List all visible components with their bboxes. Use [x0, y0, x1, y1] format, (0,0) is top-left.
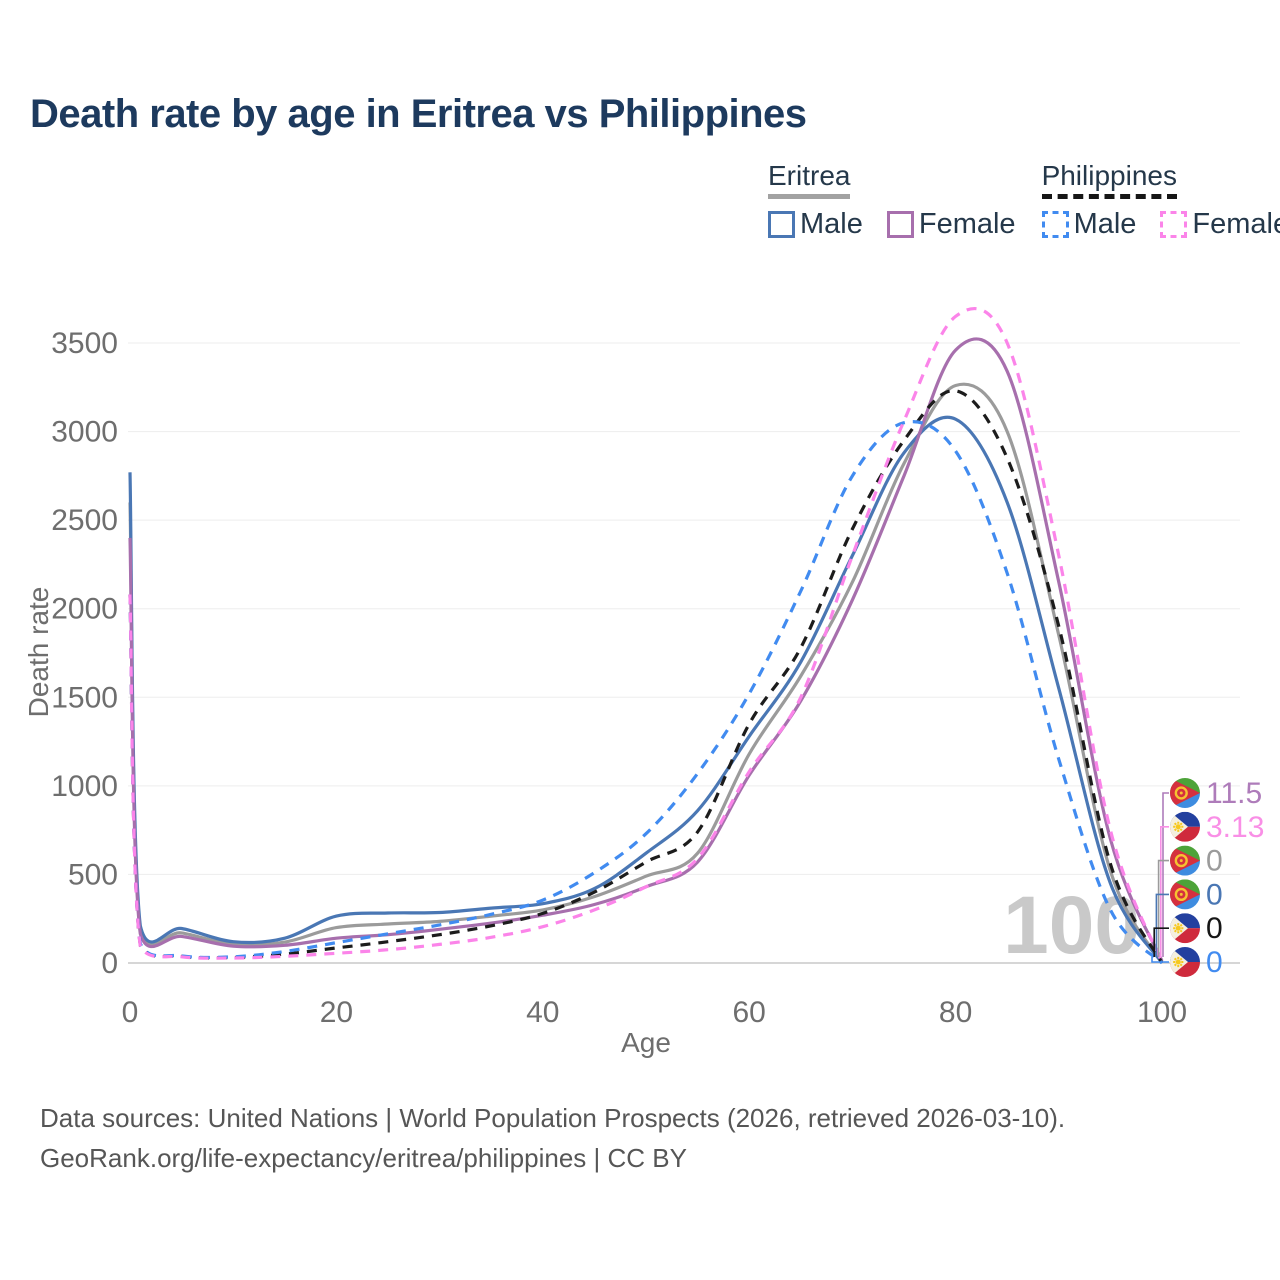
x-tick-label: 60 [733, 996, 766, 1029]
end-label-connector [1162, 792, 1169, 957]
series-line-eritrea-female[interactable] [128, 337, 1164, 962]
attribution-line: GeoRank.org/life-expectancy/eritrea/phil… [40, 1143, 687, 1173]
eritrea-flag-icon [1170, 845, 1200, 876]
legend-item-eritrea-male[interactable]: Male [768, 208, 863, 241]
end-label-value: 0 [1206, 946, 1223, 979]
philippines-flag-icon [1170, 913, 1200, 944]
series-line-eritrea[interactable] [128, 382, 1164, 964]
legend-header-eritrea: Eritrea [768, 160, 851, 199]
y-tick-label: 1000 [51, 770, 118, 803]
y-tick-label: 3000 [51, 416, 118, 449]
y-tick-label: 2500 [51, 504, 118, 537]
legend-header-philippines: Philippines [1041, 160, 1177, 199]
age-counter-watermark: 100 [1003, 880, 1140, 971]
y-tick-label: 3500 [51, 327, 118, 360]
philippines-flag-icon [1170, 947, 1200, 977]
page-title: Death rate by age in Eritrea vs Philippi… [30, 92, 807, 136]
end-label-connector [1160, 825, 1169, 957]
legend-item-philippines-female[interactable]: Female [1160, 208, 1280, 241]
end-label-connector [1153, 927, 1169, 957]
legend-label: Female [1192, 208, 1280, 240]
legend-swatch-philippines-male-icon [1041, 211, 1069, 238]
x-tick-label: 40 [526, 996, 559, 1029]
data-sources-line: Data sources: United Nations | World Pop… [40, 1103, 1066, 1133]
eritrea-flag-icon [1170, 778, 1200, 808]
end-label-connector [1155, 893, 1169, 957]
y-axis-title: Death rate [23, 587, 54, 718]
series-line-philippines-male[interactable] [128, 420, 1164, 965]
chart-legend: Eritrea Male Female Philippines Male Fem… [768, 160, 1280, 241]
x-tick-label: 80 [939, 996, 972, 1029]
philippines-flag-icon [1170, 811, 1200, 842]
end-label-connector [1157, 859, 1169, 957]
x-tick-label: 20 [320, 996, 353, 1029]
legend-label: Female [918, 208, 1016, 240]
end-label-value: 0 [1206, 878, 1223, 911]
legend-item-eritrea-female[interactable]: Female [886, 208, 1016, 241]
series-line-eritrea-male[interactable] [128, 415, 1164, 964]
y-tick-label: 1500 [51, 681, 118, 714]
x-tick-label: 100 [1137, 996, 1187, 1029]
y-tick-label: 500 [68, 858, 118, 891]
end-label-value: 3.13 [1206, 811, 1264, 844]
end-label-value: 0 [1206, 845, 1223, 878]
legend-label: Male [1073, 208, 1137, 240]
legend-item-philippines-male[interactable]: Male [1041, 208, 1137, 241]
eritrea-flag-icon [1170, 879, 1200, 910]
end-label-value: 11.5 [1206, 777, 1262, 810]
legend-label: Male [800, 208, 863, 240]
chart-footer: Data sources: United Nations | World Pop… [40, 1098, 1065, 1178]
x-axis-title: Age [621, 1027, 671, 1058]
legend-swatch-eritrea-male-icon [768, 211, 795, 238]
legend-swatch-eritrea-female-icon [886, 211, 914, 238]
end-label-value: 0 [1206, 912, 1223, 945]
y-tick-label: 2000 [51, 593, 118, 626]
legend-swatch-philippines-female-icon [1160, 211, 1188, 238]
legend-group-philippines: Philippines Male Female [1041, 160, 1280, 241]
series-line-philippines-female[interactable] [128, 307, 1164, 963]
y-tick-label: 0 [101, 947, 118, 980]
x-tick-label: 0 [122, 996, 139, 1029]
legend-group-eritrea: Eritrea Male Female [768, 160, 1016, 241]
end-label-connector [1151, 957, 1169, 963]
